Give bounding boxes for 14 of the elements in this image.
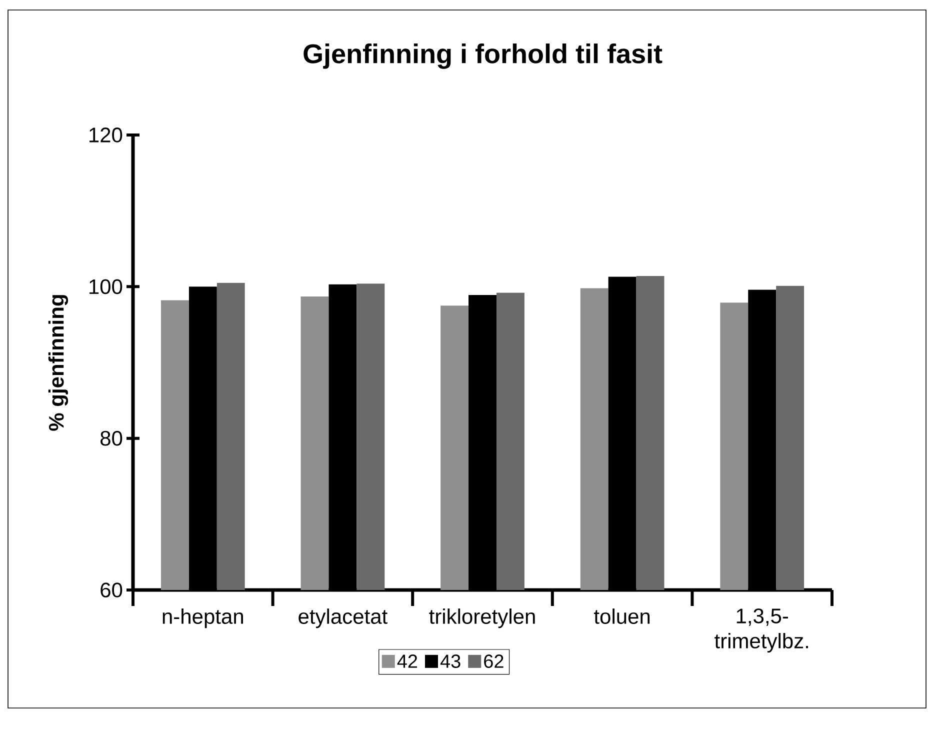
- x-tick-label: n-heptan: [162, 608, 243, 628]
- x-tick-label: etylacetat: [298, 608, 388, 628]
- y-axis-title: % gjenfinning: [48, 295, 68, 431]
- y-tick-label: 60: [100, 582, 122, 598]
- y-tick-label: 80: [100, 430, 122, 446]
- legend-label: 62: [484, 654, 504, 668]
- y-tick-label: 100: [90, 279, 122, 294]
- legend-label: 43: [440, 654, 460, 668]
- y-tick-label: 120: [90, 128, 122, 142]
- legend-label: 42: [397, 654, 418, 668]
- chart-title: Gjenfinning i forhold til fasit: [304, 44, 662, 69]
- x-tick-label: toluen: [594, 608, 650, 624]
- x-tick-label: trikloretylen: [429, 608, 535, 628]
- x-tick-label: 1,3,5-trimetylbz.: [714, 608, 808, 653]
